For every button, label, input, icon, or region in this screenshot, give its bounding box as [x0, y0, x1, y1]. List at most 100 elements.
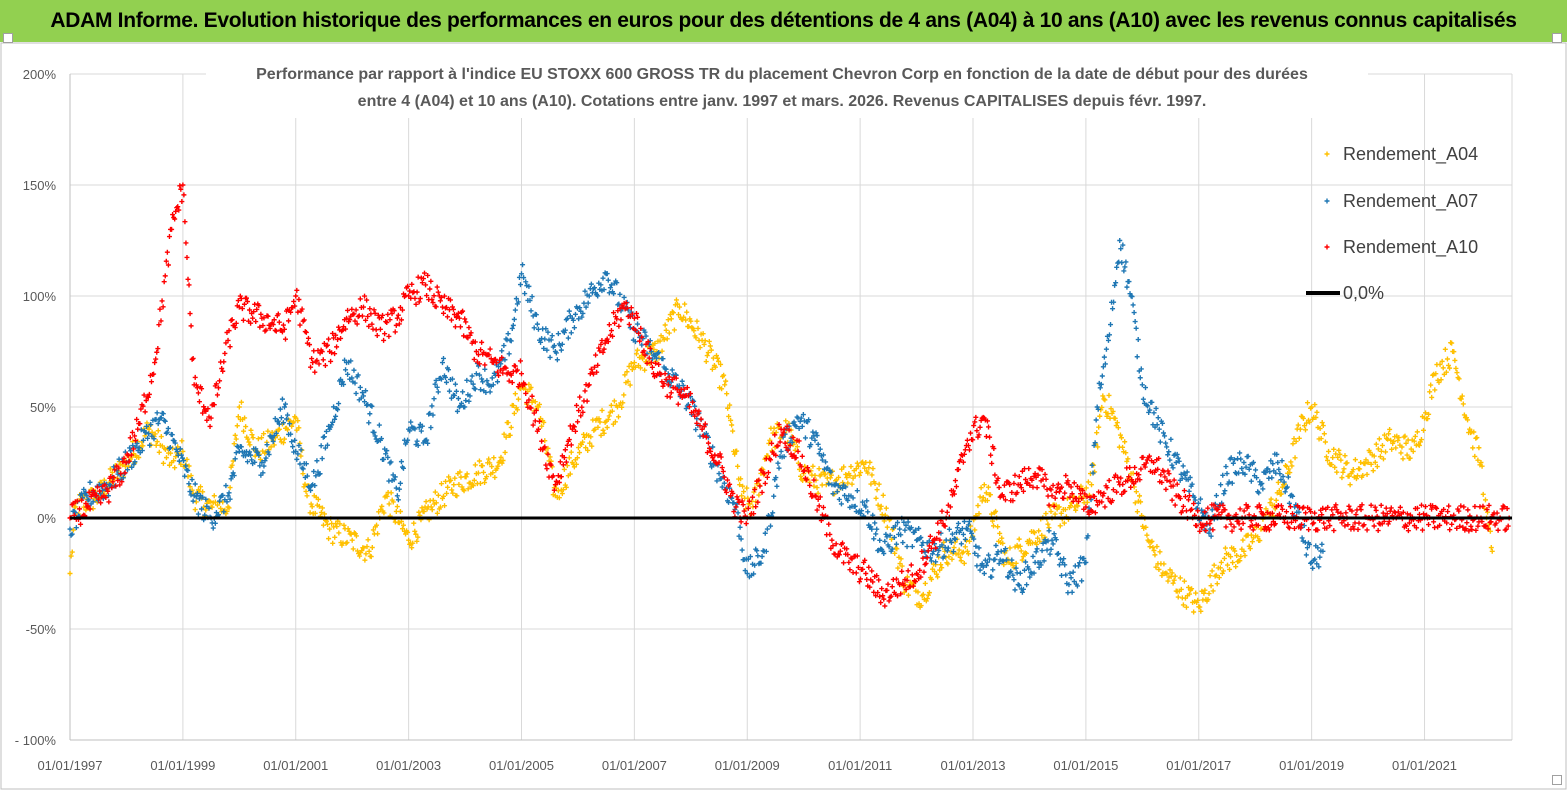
- data-point-interp: [946, 554, 952, 560]
- data-point-interp: [120, 475, 126, 481]
- data-point-interp: [986, 552, 992, 558]
- x-tick-label: 01/01/1997: [37, 758, 102, 773]
- data-point: [795, 448, 801, 454]
- data-point-interp: [789, 439, 795, 445]
- data-point-interp: [1237, 506, 1243, 512]
- data-point-interp: [247, 307, 253, 313]
- data-point: [964, 526, 970, 532]
- data-point-interp: [416, 299, 422, 305]
- data-point-interp: [799, 423, 805, 429]
- data-point-interp: [345, 371, 351, 377]
- data-point-interp: [1277, 471, 1283, 477]
- data-point-interp: [1069, 589, 1075, 595]
- data-point-interp: [241, 301, 247, 307]
- data-point-interp: [442, 503, 448, 509]
- y-tick-label: 50%: [30, 400, 56, 415]
- data-point-interp: [1265, 466, 1271, 472]
- data-point-interp: [371, 307, 377, 313]
- data-point-interp: [539, 438, 545, 444]
- resize-handle-bottom-right[interactable]: [1552, 775, 1562, 785]
- data-point-interp: [820, 452, 826, 458]
- data-point-interp: [1162, 474, 1168, 480]
- data-point-interp: [1319, 512, 1325, 518]
- data-point-interp: [1237, 558, 1243, 564]
- data-point-interp: [1178, 586, 1184, 592]
- data-point-interp: [1427, 389, 1433, 395]
- data-point-interp: [1026, 566, 1032, 572]
- data-point-interp: [200, 489, 206, 495]
- x-tick-label: 01/01/2017: [1166, 758, 1231, 773]
- data-point: [1433, 371, 1439, 377]
- data-point-interp: [508, 338, 514, 344]
- data-point-interp: [309, 504, 315, 510]
- data-point: [152, 360, 158, 366]
- data-point-interp: [408, 295, 414, 301]
- data-point-interp: [1175, 594, 1181, 600]
- data-point-interp: [69, 531, 75, 537]
- data-point-interp: [588, 434, 594, 440]
- data-point-interp: [1447, 527, 1453, 533]
- data-point-interp: [983, 563, 989, 569]
- data-point-interp: [601, 346, 607, 352]
- data-point-interp: [599, 338, 605, 344]
- data-point-interp: [438, 294, 444, 300]
- data-point-interp: [506, 378, 512, 384]
- data-point-interp: [471, 477, 477, 483]
- data-point-interp: [769, 440, 775, 446]
- data-point-interp: [974, 428, 980, 434]
- data-point-interp: [438, 376, 444, 382]
- data-point-interp: [1465, 507, 1471, 513]
- data-point-interp: [399, 307, 405, 313]
- data-point-interp: [276, 319, 282, 325]
- data-point-interp: [297, 322, 303, 328]
- data-point-interp: [140, 443, 146, 449]
- data-point-interp: [710, 444, 716, 450]
- data-point-interp: [994, 551, 1000, 557]
- data-point-interp: [1104, 413, 1110, 419]
- data-point-interp: [600, 427, 606, 433]
- data-point-interp: [170, 212, 176, 218]
- data-point-interp: [899, 563, 905, 569]
- data-point-interp: [719, 386, 725, 392]
- data-point-interp: [1260, 486, 1266, 492]
- data-point-interp: [1091, 493, 1097, 499]
- data-point-interp: [295, 451, 301, 457]
- data-point-interp: [812, 472, 818, 478]
- data-point-interp: [187, 489, 193, 495]
- data-point-interp: [1314, 561, 1320, 567]
- data-point-interp: [1058, 510, 1064, 516]
- data-point-interp: [988, 511, 994, 517]
- data-point-interp: [1391, 439, 1397, 445]
- data-point-interp: [725, 405, 731, 411]
- data-point-interp: [827, 531, 833, 537]
- legend-label: 0,0%: [1343, 283, 1384, 303]
- data-point-interp: [410, 540, 416, 546]
- data-point: [778, 448, 784, 454]
- data-point-interp: [697, 423, 703, 429]
- data-point: [829, 537, 835, 543]
- data-point-interp: [1260, 512, 1266, 518]
- data-point-interp: [1178, 471, 1184, 477]
- data-point-interp: [1202, 587, 1208, 593]
- resize-handle-top-left[interactable]: [3, 33, 13, 43]
- data-point-interp: [758, 560, 764, 566]
- data-point-interp: [794, 444, 800, 450]
- resize-handle-top-right[interactable]: [1552, 33, 1562, 43]
- data-point-interp: [158, 434, 164, 440]
- data-point-interp: [269, 429, 275, 435]
- data-point-interp: [294, 287, 300, 293]
- data-point-interp: [429, 403, 435, 409]
- data-point-interp: [938, 562, 944, 568]
- data-point-interp: [1134, 354, 1140, 360]
- data-point-interp: [321, 434, 327, 440]
- data-point-interp: [597, 419, 603, 425]
- data-point-interp: [580, 409, 586, 415]
- data-point: [677, 304, 683, 310]
- data-point-interp: [1483, 523, 1489, 529]
- data-point-interp: [111, 464, 117, 470]
- data-point-interp: [1290, 441, 1296, 447]
- data-point-interp: [465, 486, 471, 492]
- data-point-interp: [920, 540, 926, 546]
- data-point-interp: [1157, 439, 1163, 445]
- data-point-interp: [987, 556, 993, 562]
